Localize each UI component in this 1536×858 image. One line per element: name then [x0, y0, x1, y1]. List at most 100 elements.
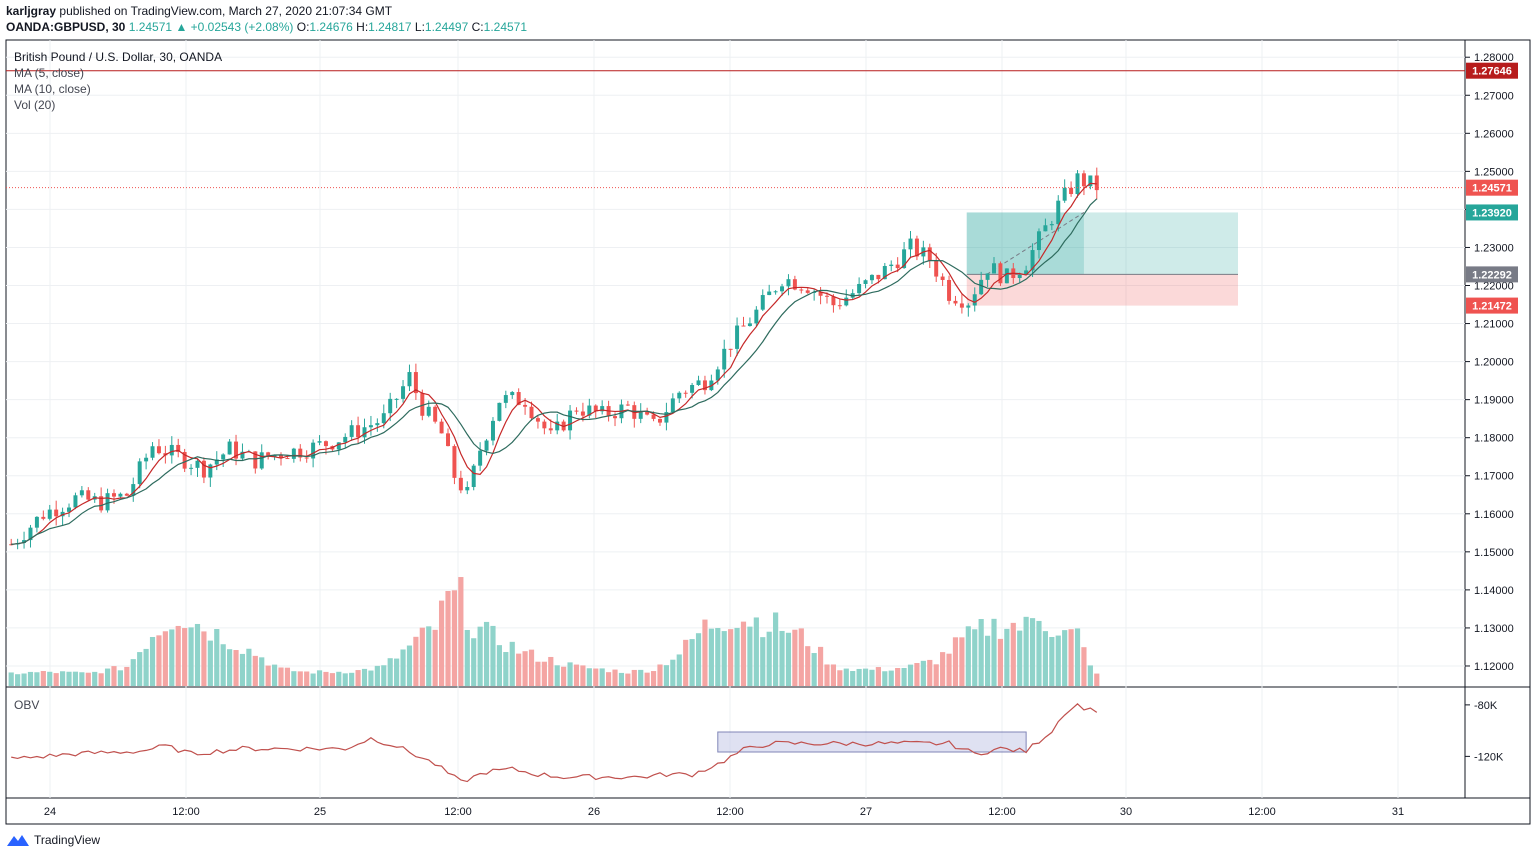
candle-body [529, 406, 534, 419]
volume-bar [965, 626, 971, 686]
candle-body [600, 406, 605, 412]
price-label-box [1466, 297, 1518, 314]
volume-bar [843, 668, 849, 686]
candle-body [433, 406, 438, 422]
volume-bar [959, 637, 965, 686]
author-name[interactable]: karljgray [6, 4, 57, 18]
time-axis[interactable]: 24 12:00 25 12:00 26 12:00 27 12:00 30 12:00 31 [44, 806, 1404, 818]
volume-bar [612, 669, 618, 686]
volume-bar [830, 664, 837, 686]
volume-bar [554, 665, 560, 686]
candle-body [985, 273, 990, 280]
candle-body [580, 411, 585, 416]
profit-zone[interactable] [966, 212, 1238, 275]
volume-bar [856, 668, 862, 686]
candle-body [144, 457, 149, 462]
trade-position-box[interactable] [966, 212, 1238, 306]
candle-body [227, 441, 232, 455]
volume-bar [984, 635, 991, 686]
volume-bar [400, 649, 406, 686]
volume-bar [104, 668, 111, 686]
volume-bar [1029, 618, 1036, 686]
horizontal-lines[interactable] [6, 70, 1465, 189]
price-tick-label: 1.19000 [1474, 395, 1514, 407]
volume-bar [541, 661, 547, 686]
candle-body [291, 448, 296, 459]
candle-body [471, 465, 476, 488]
volume-bar [952, 637, 959, 686]
open-value: 1.24676 [309, 20, 353, 34]
volume-bar [1042, 631, 1048, 686]
volume-bar [946, 653, 952, 686]
candle-body [1081, 173, 1086, 187]
candle-body [940, 276, 945, 280]
candle-body [131, 484, 136, 496]
volume-bar [638, 669, 644, 686]
candle-body [1043, 225, 1048, 232]
candle-body [323, 441, 328, 447]
candle-body [413, 372, 418, 394]
candle-body [368, 425, 373, 428]
time-tick-label: 12:00 [172, 806, 200, 818]
price-tick-label: 1.17000 [1474, 471, 1514, 483]
candle-body [966, 305, 971, 308]
volume-bar [644, 672, 650, 686]
candle-body [831, 296, 836, 306]
candle-body [317, 441, 322, 443]
volume-bar [53, 673, 59, 686]
volume-bar [895, 668, 901, 686]
volume-bar [586, 668, 592, 686]
candle-body [54, 509, 59, 517]
volume-bar [869, 669, 875, 686]
candle-body [22, 540, 27, 544]
candle-body [677, 392, 682, 399]
volume-bar [760, 637, 766, 686]
legend-obv[interactable]: OBV [14, 698, 40, 712]
volume-bar [721, 631, 727, 686]
candle-body [1069, 187, 1074, 195]
loss-zone[interactable] [966, 274, 1238, 306]
volume-bar [657, 664, 663, 686]
volume-bar [98, 673, 104, 686]
tradingview-logo-icon [7, 835, 29, 846]
legend-ma5[interactable]: MA (5, close) [14, 66, 85, 80]
volume-bar [34, 672, 40, 686]
volume-bar [785, 632, 792, 686]
price-tick-label: 1.18000 [1474, 433, 1514, 445]
price-axis[interactable]: 1.280001.270001.260001.250001.240001.230… [1465, 52, 1514, 673]
candle-body [869, 274, 874, 281]
volume-bar [522, 651, 528, 686]
volume-bar [516, 653, 522, 686]
candle-body [189, 467, 194, 469]
volume-bar [207, 640, 213, 686]
candle-body [568, 410, 573, 431]
candle-body [959, 303, 964, 308]
volume-bar [490, 625, 496, 686]
obv-highlight-box[interactable] [717, 731, 1027, 753]
volume-bar [702, 619, 708, 686]
volume-bar [60, 671, 66, 686]
volume-bar [72, 671, 79, 686]
symbol-name[interactable]: OANDA:GBPUSD, 30 [6, 20, 126, 34]
footer-brand[interactable]: TradingView [6, 833, 100, 847]
candle-body [702, 380, 707, 391]
volume-bar [85, 672, 91, 686]
volume-bar [92, 671, 98, 686]
candle-body [336, 442, 341, 450]
candle-body [47, 509, 52, 519]
legend-volume[interactable]: Vol (20) [14, 98, 56, 112]
candle-body [735, 325, 740, 349]
candle-body [407, 372, 412, 387]
volume-bar [1055, 635, 1061, 686]
candle-body [1088, 175, 1093, 187]
volume-bar [805, 646, 811, 686]
legend-ma10[interactable]: MA (10, close) [14, 82, 91, 96]
ma5-line [11, 182, 1097, 546]
volume-bar [670, 659, 676, 686]
volume-bar [734, 627, 740, 686]
price-tick-label: 1.22000 [1474, 281, 1514, 293]
volume-bar [496, 645, 502, 686]
candle-body [214, 459, 219, 465]
volume-bar [227, 649, 233, 686]
